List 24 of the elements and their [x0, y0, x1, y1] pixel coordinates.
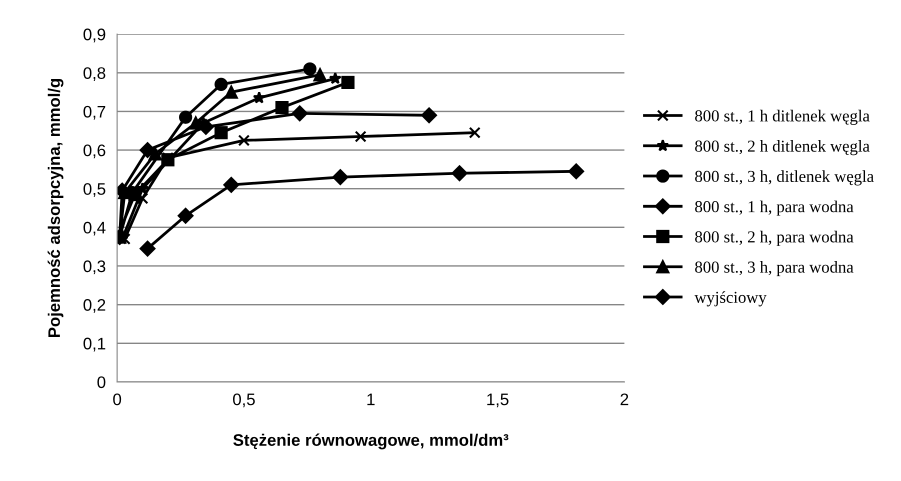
y-axis-title: Pojemność adsorpcyjna, mmol/g	[48, 79, 64, 338]
x-tick-label: 2	[620, 393, 628, 406]
legend-label: 800 st., 3 h, ditlenek węgla	[695, 170, 874, 186]
x-tick-label: 1,5	[487, 394, 508, 408]
legend-label: 800 st., 2 h ditlenek węgla	[695, 140, 870, 156]
y-tick-label: 0,7	[84, 106, 106, 120]
y-tick-label: 0,6	[84, 144, 106, 158]
y-tick-label: 0	[97, 376, 106, 388]
x-tick-label: 1	[367, 394, 375, 406]
y-tick-label: 0,3	[84, 260, 106, 274]
legend-label: 800 st., 1 h ditlenek węgla	[695, 110, 870, 125]
y-tick-label: 0,9	[84, 28, 106, 42]
y-tick-label: 0,4	[84, 222, 106, 236]
legend-label: 800 st., 1 h, para wodna	[695, 200, 854, 216]
x-axis-title: Stężenie równowagowe, mmol/dm³	[233, 434, 508, 450]
x-tick-label: 0	[113, 393, 122, 406]
x-tick-label: 0,5	[233, 393, 255, 408]
y-tick-label: 0,8	[84, 67, 106, 81]
y-tick-label: 0,1	[84, 338, 106, 352]
legend-label: 800 st., 3 h, para wodna	[695, 261, 854, 276]
y-tick-label: 0,2	[84, 299, 106, 313]
legend-label: 800 st., 2 h, para wodna	[695, 230, 854, 246]
y-tick-label: 0,5	[84, 183, 106, 197]
legend-label: wyjściowy	[694, 291, 767, 306]
